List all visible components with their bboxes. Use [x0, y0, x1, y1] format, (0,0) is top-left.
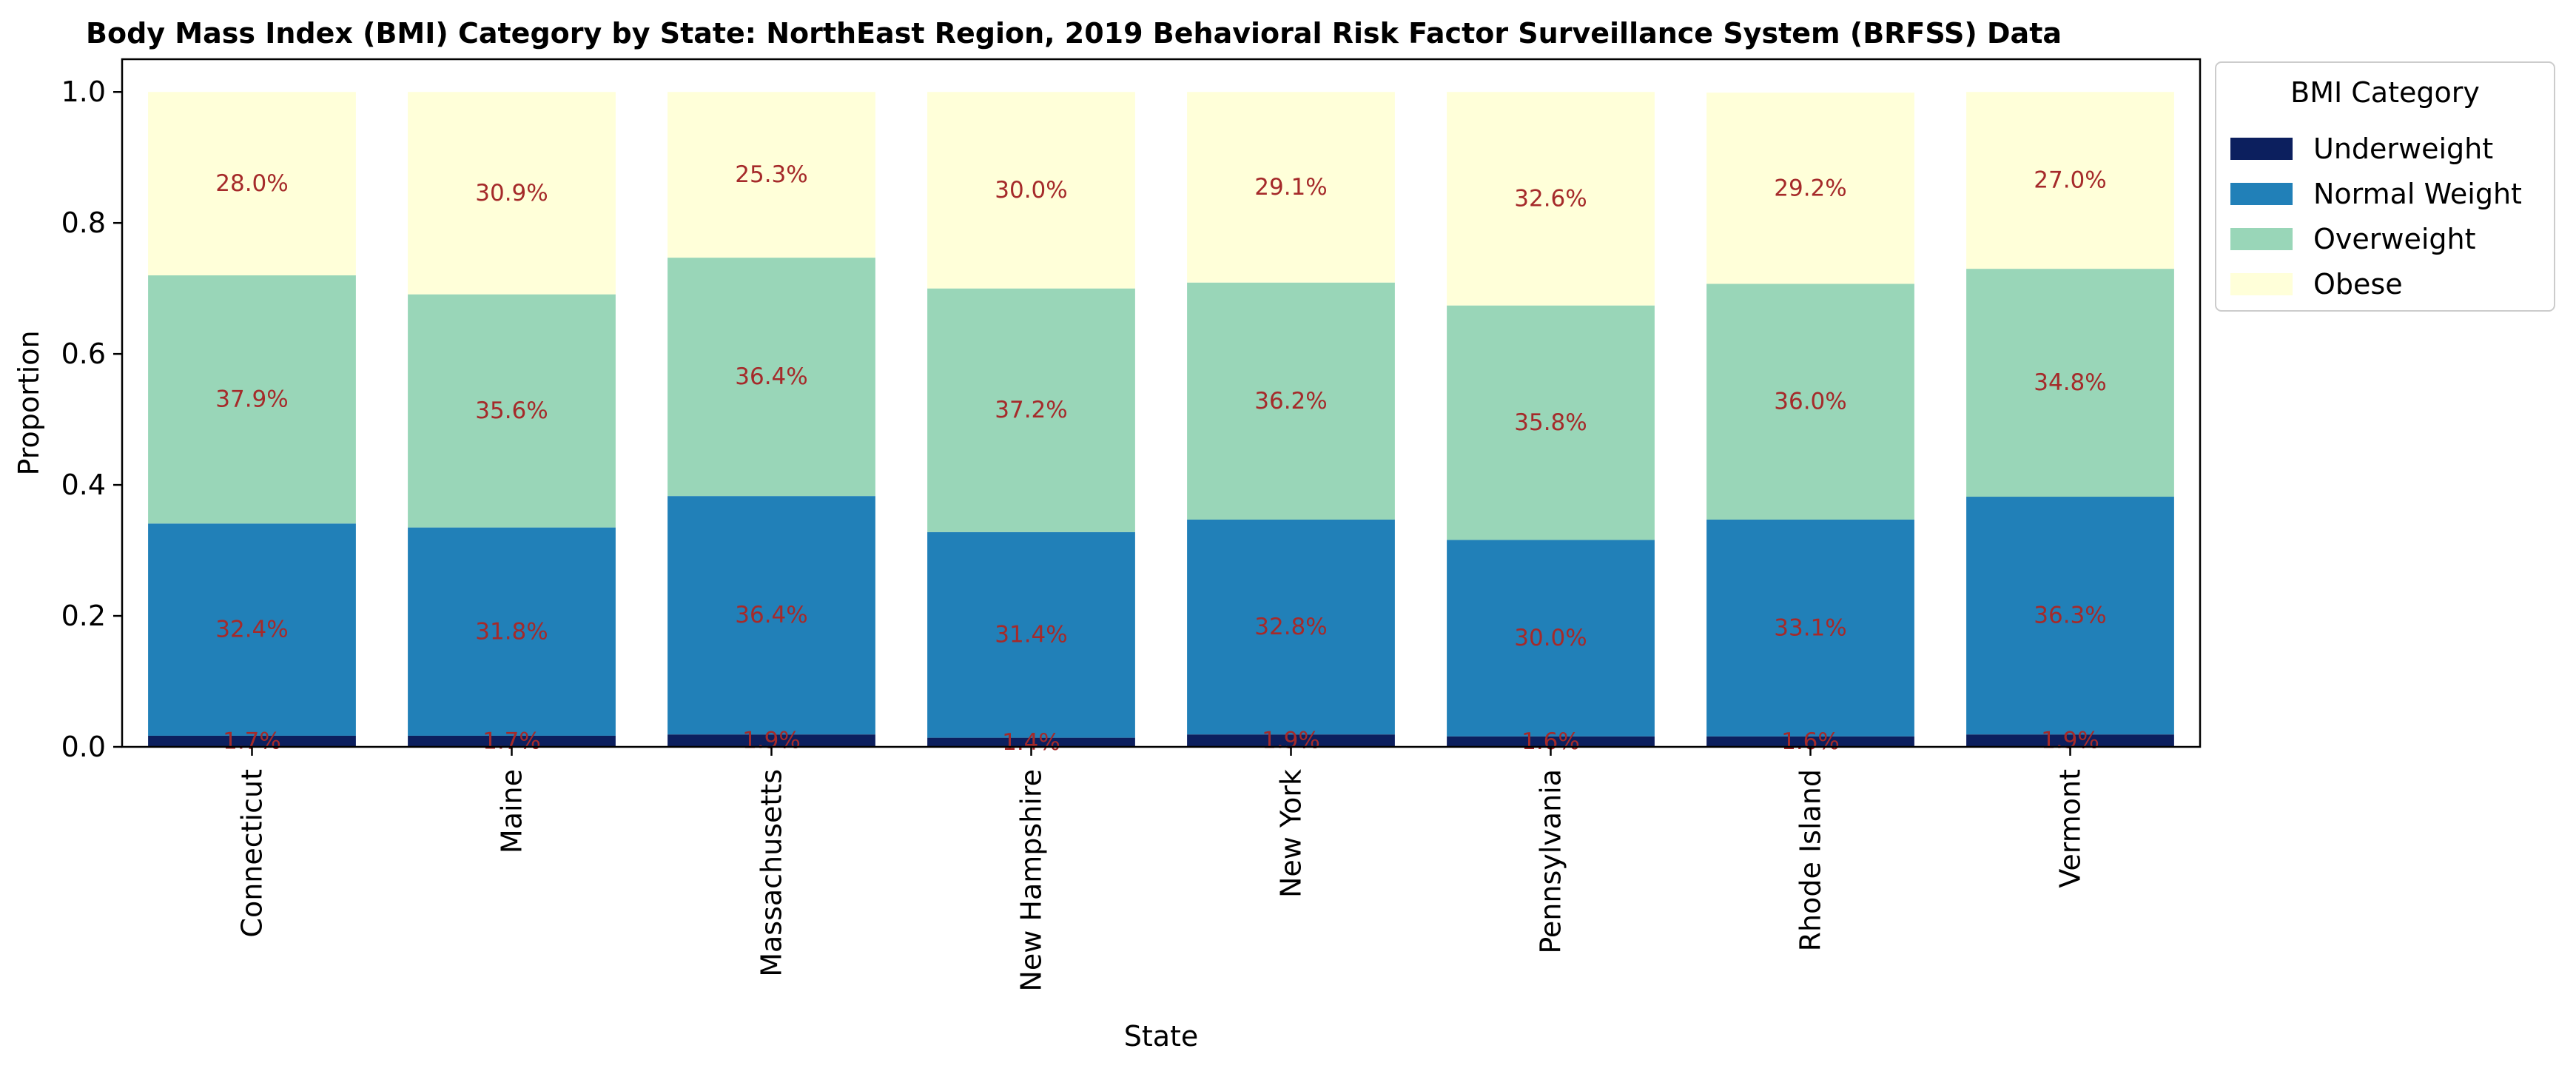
bar-segment: [1706, 519, 1914, 737]
legend-swatch: [2230, 183, 2293, 205]
bar-segment: [408, 735, 616, 747]
bar-segment: [1447, 736, 1655, 747]
legend-box: [2215, 61, 2555, 312]
bar-segment: [927, 737, 1135, 747]
bar-segment: [148, 735, 356, 747]
bars-group: [148, 92, 2174, 747]
data-label: 30.0%: [995, 177, 1067, 204]
bar-segment: [1966, 92, 2174, 269]
data-label: 29.1%: [1254, 174, 1327, 201]
y-axis: 0.0 0.2 0.4 0.6 0.8 1.0: [61, 76, 122, 763]
data-label: 27.0%: [2034, 167, 2106, 194]
x-tick-label: Massachusetts: [756, 769, 788, 977]
bar-segment: [1187, 92, 1395, 283]
bar-segment: [148, 275, 356, 524]
bar-segment: [1447, 92, 1655, 306]
y-axis-label: Proportion: [13, 330, 45, 475]
data-label: 32.8%: [1254, 614, 1327, 640]
bar-segment: [1706, 93, 1914, 284]
bar-segment: [1447, 540, 1655, 737]
bar-segment: [148, 92, 356, 275]
bar-segment: [667, 496, 875, 735]
bar-segment: [408, 527, 616, 736]
bar-segment: [667, 734, 875, 747]
bar-segment: [1706, 736, 1914, 747]
data-label: 35.6%: [475, 397, 548, 424]
data-label: 36.4%: [735, 602, 807, 628]
data-label: 32.4%: [215, 617, 288, 643]
data-label: 36.0%: [1774, 389, 1846, 415]
bar-segment: [408, 294, 616, 528]
bar-segment: [1706, 283, 1914, 520]
data-label: 33.1%: [1774, 614, 1846, 641]
data-label: 28.0%: [215, 170, 288, 197]
data-label: 34.8%: [2034, 369, 2106, 396]
legend-swatch: [2230, 138, 2293, 160]
legend-entry: Obese: [2313, 268, 2403, 301]
x-axis-label: State: [1124, 1020, 1199, 1053]
data-label: 30.0%: [1514, 625, 1587, 651]
y-tick-label: 0.0: [61, 731, 106, 763]
y-tick-label: 0.6: [61, 338, 106, 370]
data-label: 30.9%: [475, 180, 548, 207]
legend-entry: Underweight: [2313, 132, 2493, 165]
data-label: 32.6%: [1514, 185, 1587, 212]
bar-segment: [1447, 305, 1655, 540]
bar-segment: [408, 92, 616, 295]
data-label: 25.3%: [735, 161, 807, 188]
bar-segment: [1966, 734, 2174, 747]
y-tick-label: 0.8: [61, 207, 106, 239]
x-tick-label: New York: [1275, 769, 1308, 898]
legend: BMI Category Underweight Normal Weight Ove…: [2215, 61, 2555, 312]
y-tick-label: 0.4: [61, 469, 106, 501]
data-label: 37.2%: [995, 397, 1067, 423]
data-label: 36.2%: [1254, 388, 1327, 415]
x-tick-label: Pennsylvania: [1535, 769, 1567, 954]
chart-title: Body Mass Index (BMI) Category by State:…: [86, 17, 2062, 50]
data-label: 37.9%: [215, 386, 288, 413]
x-axis: Connecticut Maine Massachusetts New Hampshi…: [236, 747, 2087, 992]
bar-segment: [927, 288, 1135, 532]
x-tick-label: Vermont: [2054, 769, 2087, 888]
bar-segment: [927, 531, 1135, 738]
x-tick-label: Rhode Island: [1795, 769, 1827, 951]
bar-segment: [1966, 497, 2174, 735]
x-tick-label: Connecticut: [236, 769, 269, 938]
legend-swatch: [2230, 273, 2293, 295]
y-tick-label: 1.0: [61, 76, 106, 108]
bar-segment: [148, 523, 356, 736]
x-tick-label: New Hampshire: [1015, 769, 1048, 992]
plot-frame: [121, 58, 2202, 748]
bar-segment: [927, 92, 1135, 289]
bar-segment: [1187, 734, 1395, 747]
bar-segment: [1966, 269, 2174, 497]
bar-segment: [667, 92, 875, 258]
data-label: 35.8%: [1514, 409, 1587, 436]
legend-title: BMI Category: [2290, 76, 2480, 109]
bar-segment: [1187, 519, 1395, 735]
legend-swatch: [2230, 228, 2293, 250]
data-label: 31.8%: [475, 618, 548, 645]
bar-segment: [667, 258, 875, 497]
y-tick-label: 0.2: [61, 600, 106, 632]
bar-segment: [1187, 282, 1395, 520]
data-label: 36.3%: [2034, 603, 2106, 629]
legend-entry: Normal Weight: [2313, 178, 2522, 210]
x-tick-label: Maine: [496, 769, 528, 853]
data-label: 36.4%: [735, 363, 807, 390]
data-label: 29.2%: [1774, 175, 1846, 201]
data-label: 31.4%: [995, 622, 1067, 648]
legend-entry: Overweight: [2313, 223, 2476, 255]
